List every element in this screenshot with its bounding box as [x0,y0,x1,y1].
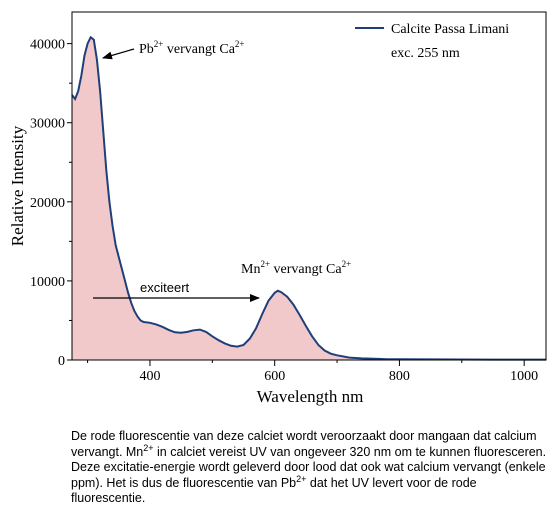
y-tick-label: 0 [58,354,65,369]
legend: Calcite Passa Limani exc. 255 nm [355,22,509,61]
x-tick-label: 600 [264,369,285,384]
x-tick-label: 1000 [510,369,538,384]
figure-caption: De rode fluorescentie van deze calciet w… [71,429,547,507]
y-tick-label: 10000 [30,275,65,290]
caption-sup-1: 2+ [143,442,154,453]
y-axis-ticks: 0 10000 20000 30000 40000 [30,38,72,369]
caption-text-1: De rode fluorescentie van deze calciet w… [71,429,537,459]
x-axis-ticks: 400 600 800 1000 [87,360,538,384]
series-area-fill [72,37,546,361]
legend-note: exc. 255 nm [391,46,460,61]
exciteert-label: exciteert [140,280,190,295]
pb-annotation: Pb2+ vervangt Ca2+ [139,39,244,57]
caption-sup-2: 2+ [296,473,307,484]
x-tick-label: 400 [139,369,160,384]
mn-annotation: Mn2+ vervangt Ca2+ [241,259,351,277]
y-tick-label: 30000 [30,117,65,132]
series-line [71,35,546,361]
y-axis-label: Relative Intensity [8,125,27,246]
x-tick-label: 800 [389,369,410,384]
y-tick-label: 40000 [30,38,65,53]
pb-annotation-arrow [102,48,135,60]
fluorescence-chart: 400 600 800 1000 0 10000 20000 30000 40000 Wave… [8,11,547,406]
plot-frame [71,11,547,361]
caption-text-2: in calciet vereist UV van ongeveer 320 n… [71,444,547,490]
legend-series-name: Calcite Passa Limani [391,22,509,37]
x-axis-label: Wavelength nm [257,387,364,406]
caption-text-3: dat het UV levert voor de rode fluoresce… [71,475,477,506]
y-tick-label: 20000 [30,196,65,211]
